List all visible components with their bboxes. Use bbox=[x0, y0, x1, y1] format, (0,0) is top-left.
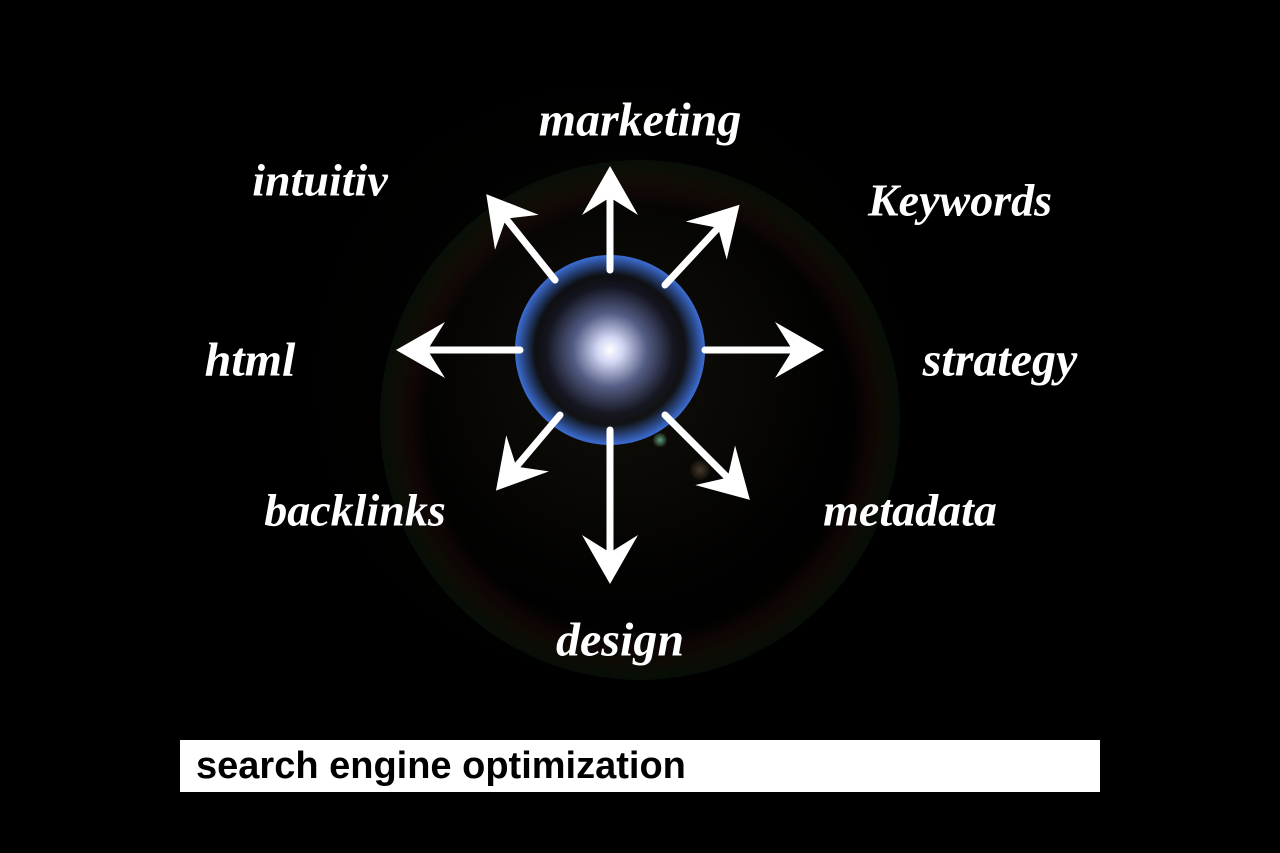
arrow-metadata bbox=[665, 415, 740, 490]
arrow-intuitiv bbox=[495, 205, 555, 280]
flare-rainbow-ring bbox=[380, 160, 900, 680]
node-keywords: Keywords bbox=[868, 174, 1052, 227]
flare-halo-mid bbox=[400, 150, 840, 590]
flare-blue-ring bbox=[515, 255, 705, 445]
node-intuitiv: intuitiv bbox=[252, 154, 387, 207]
node-html: html bbox=[205, 333, 296, 388]
node-design: design bbox=[556, 613, 684, 668]
node-backlinks: backlinks bbox=[264, 484, 445, 537]
node-marketing: marketing bbox=[539, 93, 742, 148]
arrow-keywords bbox=[665, 215, 730, 285]
node-strategy: strategy bbox=[923, 333, 1078, 388]
flare-inner-glow bbox=[535, 275, 685, 425]
title-text: search engine optimization bbox=[196, 745, 686, 787]
arrow-backlinks bbox=[505, 415, 560, 480]
node-metadata: metadata bbox=[823, 484, 997, 537]
flare-small-orb-2 bbox=[690, 460, 710, 480]
title-bar: search engine optimization bbox=[180, 740, 1100, 792]
flare-small-orb-1 bbox=[653, 433, 667, 447]
